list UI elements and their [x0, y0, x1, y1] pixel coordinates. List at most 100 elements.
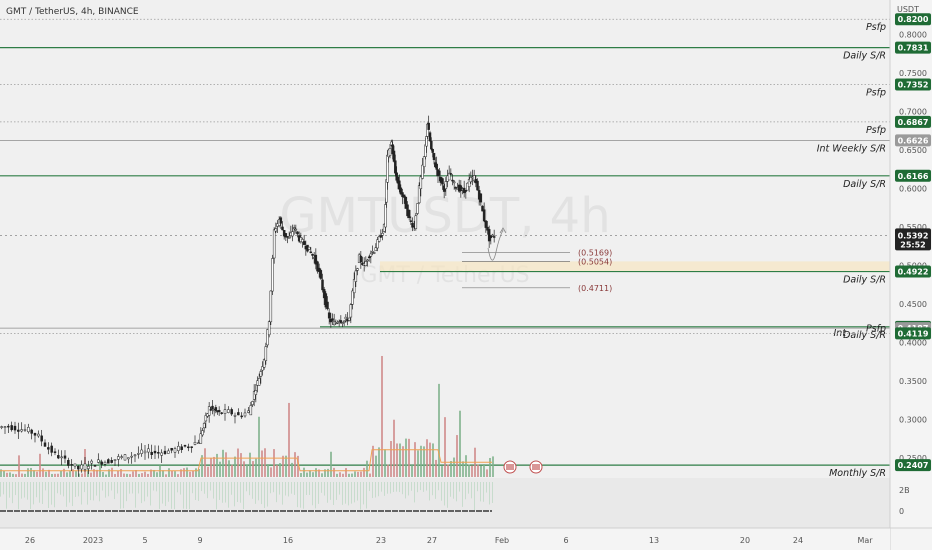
volume-bar: [315, 468, 317, 477]
candle-body: [220, 412, 223, 414]
candle-body: [314, 254, 318, 265]
price-badge: [895, 265, 931, 278]
time-axis[interactable]: [0, 528, 890, 550]
oscillator-bar: [429, 482, 430, 501]
volume-bar: [198, 469, 200, 477]
volume-bar: [360, 471, 362, 477]
candle-body: [150, 451, 153, 455]
volume-bar: [408, 438, 410, 477]
volume-bar: [453, 457, 455, 477]
candle-body: [435, 163, 438, 170]
volume-bar: [228, 460, 230, 477]
volume-bar: [291, 462, 293, 477]
volume-bar: [186, 467, 188, 477]
volume-bar: [177, 474, 179, 477]
candle-body: [416, 203, 419, 214]
candle-body: [211, 405, 214, 410]
oscillator-bar: [327, 482, 328, 503]
candle-body: [53, 451, 57, 453]
candle-body: [301, 239, 304, 243]
candle-body: [63, 455, 67, 459]
oscillator-bar: [444, 482, 445, 506]
volume-bar: [222, 449, 224, 477]
volume-bar: [132, 471, 134, 477]
oscillator-bar: [249, 482, 250, 496]
volume-bar: [492, 456, 494, 477]
oscillator-bar: [12, 482, 13, 504]
oscillator-bar: [417, 482, 418, 493]
oscillator-bar: [309, 482, 310, 495]
candle-body: [67, 459, 70, 466]
y-tick-label: 0.7000: [899, 108, 927, 117]
volume-bar: [243, 461, 245, 477]
candle-body: [431, 148, 434, 153]
candle-body: [414, 215, 418, 229]
oscillator-bar: [27, 482, 28, 500]
candle-body: [451, 179, 454, 182]
candle-body: [376, 239, 379, 249]
oscillator-bar: [237, 482, 238, 502]
volume-bar: [357, 471, 359, 477]
candle-body: [359, 255, 363, 263]
volume-bar: [462, 461, 464, 477]
oscillator-bar: [342, 482, 343, 505]
oscillator-bar: [39, 482, 40, 503]
volume-bar: [399, 443, 401, 477]
x-tick-label: 24: [793, 536, 803, 545]
oscillator-bar: [219, 482, 220, 500]
candle-body: [352, 279, 356, 294]
candle-body: [481, 205, 484, 212]
price-badge: [895, 327, 931, 340]
oscillator-bar: [69, 482, 70, 503]
current-price-value: 0.5392: [898, 231, 929, 240]
candle-body: [251, 401, 254, 405]
oscillator-bar: [162, 482, 163, 504]
x-tick-label: Mar: [857, 536, 873, 545]
oscillator-bar: [294, 482, 295, 495]
volume-bar: [111, 467, 113, 477]
candle-body: [261, 366, 264, 371]
candle-body: [177, 445, 180, 451]
oscillator-bar: [360, 482, 361, 510]
x-tick-label: 5: [142, 536, 147, 545]
candle-body: [384, 204, 387, 228]
oscillator-bar: [126, 482, 127, 502]
volume-bar: [348, 473, 350, 477]
candle-body: [201, 430, 204, 436]
volume-bar: [135, 469, 137, 477]
volume-bar: [201, 455, 203, 477]
oscillator-bar: [306, 482, 307, 495]
candle-body: [476, 180, 479, 191]
candle-body: [407, 209, 411, 219]
volume-bar: [354, 471, 356, 477]
candle-body: [271, 258, 274, 292]
candle-body: [40, 435, 43, 442]
volume-bar: [252, 461, 254, 477]
oscillator-bar: [87, 482, 88, 505]
oscillator-bar: [297, 482, 298, 508]
candle-body: [388, 148, 392, 156]
candle-body: [230, 409, 233, 415]
volume-bar: [297, 455, 299, 477]
price-badge: [895, 13, 931, 26]
volume-bar: [21, 473, 23, 477]
oscillator-bar: [399, 482, 400, 493]
candle-body: [281, 226, 284, 231]
candle-body: [398, 180, 401, 190]
oscillator-bar: [273, 482, 274, 493]
level-label: Daily S/R: [843, 51, 886, 62]
candle-body: [20, 429, 23, 432]
volume-bar: [438, 383, 440, 477]
volume-bar: [6, 472, 8, 477]
oscillator-bar: [381, 482, 382, 492]
candle-body: [259, 371, 263, 377]
price-badge: [895, 169, 931, 182]
volume-bar: [327, 468, 329, 477]
candle-body: [262, 359, 266, 368]
volume-bar: [9, 472, 11, 477]
volume-bar: [171, 470, 173, 477]
candle-body: [291, 231, 294, 237]
candle-body: [160, 452, 163, 456]
